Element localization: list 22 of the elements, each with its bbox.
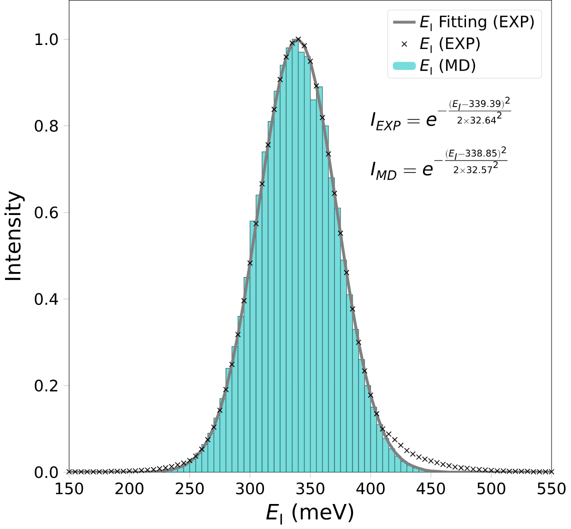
annotation: $I_{EXP} = e^{-\frac{(E_I - 339.39)^2}{2\times 32.64^2}}$ [370,96,512,130]
x-tick-label: 500 [477,482,506,494]
x-tick-label: 150 [56,482,84,494]
x-tick-label: 200 [116,482,144,494]
y-axis-title: Intensity [4,191,25,280]
y-tick-label: 1.0 [35,33,58,46]
x-tick-label: 400 [356,482,385,494]
x-axis-title: E$_{I}$ (meV) [266,503,354,525]
annotation: $I_{MD} = e^{-\frac{(E_I - 338.85)^2}{2\times 32.57^2}}$ [370,146,508,180]
y-tick-label: 0.6 [34,206,58,218]
x-tick-label: 300 [236,482,264,494]
legend-label: E$_{I}$ (EXP) [420,37,480,53]
legend-label: E$_{I}$ Fitting (EXP) [420,15,534,32]
x-tick-label: 250 [176,482,204,494]
x-tick-label: 550 [538,482,566,494]
x-tick-label: 350 [296,482,324,494]
y-tick-label: 0.4 [34,293,58,305]
y-tick-label: 0.0 [34,466,58,478]
y-tick-label: 0.8 [34,120,58,132]
y-tick-label: 0.2 [34,380,58,392]
legend-label: E$_{I}$ (MD) [420,58,476,75]
x-tick-label: 450 [416,482,445,494]
